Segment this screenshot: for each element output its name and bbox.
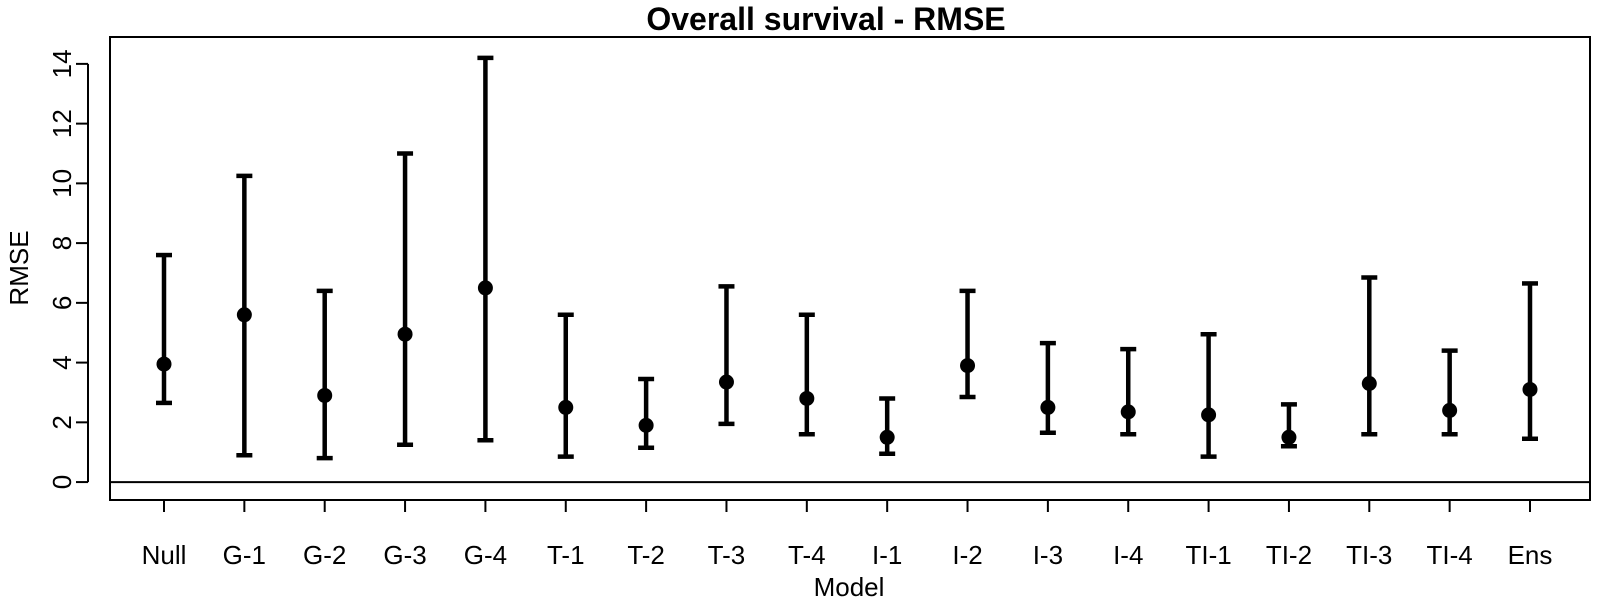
x-tick-label: I-2	[952, 540, 982, 570]
x-tick-label: TI-4	[1427, 540, 1473, 570]
x-tick-label: T-2	[627, 540, 665, 570]
error-bar-g-1	[236, 173, 253, 458]
data-point	[156, 356, 172, 372]
x-tick-label: G-2	[303, 540, 346, 570]
y-tick-label: 8	[47, 236, 77, 250]
error-bar-i-2	[959, 288, 976, 400]
x-tick-label: G-4	[464, 540, 507, 570]
y-tick-label: 2	[47, 415, 77, 429]
y-tick-label: 4	[47, 355, 77, 369]
error-bar-g-4	[477, 55, 494, 443]
x-tick-label: I-1	[872, 540, 902, 570]
error-bar-t-2	[638, 376, 655, 450]
data-point	[558, 399, 574, 415]
data-point	[1522, 381, 1538, 397]
x-tick-label: T-1	[547, 540, 585, 570]
error-bars	[156, 55, 1538, 461]
error-bar-i-3	[1039, 340, 1056, 436]
data-point	[1201, 407, 1217, 423]
data-point	[477, 280, 493, 296]
x-tick-label: G-3	[383, 540, 426, 570]
data-point	[1040, 399, 1056, 415]
error-bar-ti-3	[1361, 275, 1378, 437]
chart-title: Overall survival - RMSE	[646, 1, 1005, 37]
error-bar-ti-2	[1280, 402, 1297, 449]
error-bar-null	[156, 252, 172, 406]
error-bar-i-4	[1120, 346, 1137, 437]
data-point	[397, 326, 413, 342]
x-tick-label: Ens	[1508, 540, 1553, 570]
data-point	[960, 358, 976, 374]
error-bar-t-4	[798, 312, 815, 437]
data-point	[718, 374, 734, 390]
x-tick-label: G-1	[223, 540, 266, 570]
data-point	[317, 387, 333, 403]
data-point	[879, 429, 895, 445]
data-point	[1281, 429, 1297, 445]
error-bar-i-1	[879, 396, 896, 456]
x-tick-label: Null	[142, 540, 187, 570]
x-tick-label: I-3	[1033, 540, 1063, 570]
x-tick-label: TI-1	[1185, 540, 1231, 570]
error-bar-ti-1	[1200, 331, 1217, 459]
y-tick-label: 12	[47, 109, 77, 138]
y-axis: 0 2 4 6 8 10 12 14	[47, 49, 89, 489]
x-tick-label: TI-3	[1346, 540, 1392, 570]
x-tick-label: TI-2	[1266, 540, 1312, 570]
error-bar-t-1	[557, 312, 574, 459]
data-point	[1120, 404, 1136, 420]
error-bar-g-2	[316, 288, 333, 461]
data-point	[1361, 376, 1377, 392]
error-bar-ens	[1522, 281, 1538, 442]
y-tick-label: 6	[47, 296, 77, 310]
error-bar-g-3	[397, 151, 414, 447]
error-bar-ti-4	[1441, 348, 1458, 437]
data-point	[638, 417, 654, 433]
x-tick-label: T-3	[708, 540, 746, 570]
y-tick-label: 14	[47, 49, 77, 78]
data-point	[1442, 402, 1458, 418]
x-axis: Null G-1 G-2 G-3 G-4 T-1 T-2 T-3 T-4 I-1 I-2 I-3 I-4…	[142, 499, 1553, 570]
error-bar-t-3	[718, 284, 735, 427]
data-point	[236, 307, 252, 323]
y-axis-label: RMSE	[4, 230, 34, 305]
y-tick-label: 0	[47, 475, 77, 489]
x-tick-label: T-4	[788, 540, 826, 570]
y-tick-label: 10	[47, 169, 77, 198]
data-point	[799, 390, 815, 406]
x-tick-label: I-4	[1113, 540, 1143, 570]
x-axis-label: Model	[814, 572, 885, 600]
